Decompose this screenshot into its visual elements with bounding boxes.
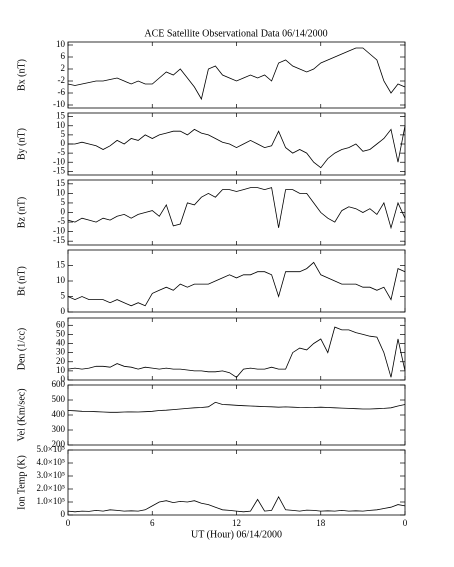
y-axis-label: Ion Temp (K) — [16, 455, 27, 510]
y-tick-label: 10 — [56, 365, 66, 375]
data-line — [68, 125, 406, 169]
y-tick-label: 15 — [56, 260, 66, 270]
y-tick-label: 2 — [61, 63, 66, 73]
x-tick-label: 6 — [150, 518, 155, 528]
y-tick-label: 50 — [56, 328, 66, 338]
data-line — [67, 495, 406, 513]
y-axis-label: Bt (nT) — [16, 266, 27, 296]
y-tick-label: 3.0×10⁵ — [37, 470, 65, 480]
data-line — [67, 326, 406, 378]
y-tick-label: -2 — [58, 75, 66, 85]
y-tick-label: 6 — [61, 51, 66, 61]
plot-frame — [67, 317, 406, 381]
y-tick-label: 10 — [56, 120, 66, 130]
plot-frame — [67, 41, 406, 109]
y-tick-label: 200 — [52, 439, 66, 449]
y-tick-label: 60 — [56, 319, 66, 329]
y-tick-label: 0 — [61, 509, 66, 519]
y-tick-label: 15 — [56, 111, 66, 121]
y-tick-label: -15 — [53, 165, 65, 175]
y-tick-label: 5 — [61, 129, 66, 139]
y-tick-label: 5.0×10⁵ — [37, 444, 65, 454]
plot-frame — [67, 384, 406, 446]
y-tick-label: 1.0×10⁵ — [37, 496, 65, 506]
y-tick-label: 40 — [56, 338, 66, 348]
y-tick-label: 300 — [52, 424, 66, 434]
y-axis-label: Vel (Km/sec) — [16, 388, 27, 441]
y-tick-label: -5 — [58, 147, 66, 157]
y-tick-label: 0 — [61, 306, 66, 316]
plot-frame — [67, 179, 406, 246]
x-tick-label: 0 — [403, 518, 408, 528]
y-axis-label: Den (1/cc) — [16, 328, 27, 370]
x-tick-label: 0 — [66, 518, 71, 528]
plot-frame — [67, 249, 406, 313]
plot-frame — [67, 449, 406, 516]
plot-frame — [67, 112, 406, 176]
y-tick-label: 30 — [56, 347, 66, 357]
y-tick-label: -5 — [58, 216, 66, 226]
x-tick-label: 18 — [316, 518, 326, 528]
data-line — [67, 401, 406, 413]
y-axis-label: Bz (nT) — [16, 197, 27, 228]
data-line — [67, 47, 406, 101]
y-axis-label: Bx (nT) — [16, 59, 27, 91]
y-tick-label: -10 — [53, 226, 65, 236]
y-tick-label: -10 — [53, 156, 65, 166]
chart-title: ACE Satellite Observational Data 06/14/2… — [144, 28, 327, 39]
y-tick-label: -15 — [53, 235, 65, 245]
y-tick-label: 0 — [61, 138, 66, 148]
y-tick-label: 5 — [61, 197, 66, 207]
y-tick-label: 10 — [56, 187, 66, 197]
y-tick-label: -6 — [58, 87, 66, 97]
y-tick-label: 4.0×10⁵ — [37, 457, 65, 467]
y-tick-label: 20 — [56, 356, 66, 366]
y-tick-label: 10 — [56, 275, 66, 285]
y-tick-label: 5 — [61, 291, 66, 301]
y-axis-label: By (nT) — [16, 128, 27, 160]
data-line — [67, 261, 406, 307]
x-axis-label: UT (Hour) 06/14/2000 — [191, 529, 282, 540]
y-tick-label: 15 — [56, 178, 66, 188]
y-tick-label: 10 — [56, 39, 66, 49]
y-tick-label: 600 — [52, 379, 66, 389]
data-line — [67, 187, 406, 230]
x-tick-label: 12 — [232, 518, 241, 528]
y-tick-label: 0 — [61, 374, 66, 384]
y-tick-label: -10 — [53, 99, 65, 109]
y-tick-label: 500 — [52, 394, 66, 404]
y-tick-label: 0 — [61, 207, 66, 217]
y-tick-label: 2.0×10⁵ — [37, 483, 65, 493]
y-tick-label: 400 — [52, 409, 66, 419]
